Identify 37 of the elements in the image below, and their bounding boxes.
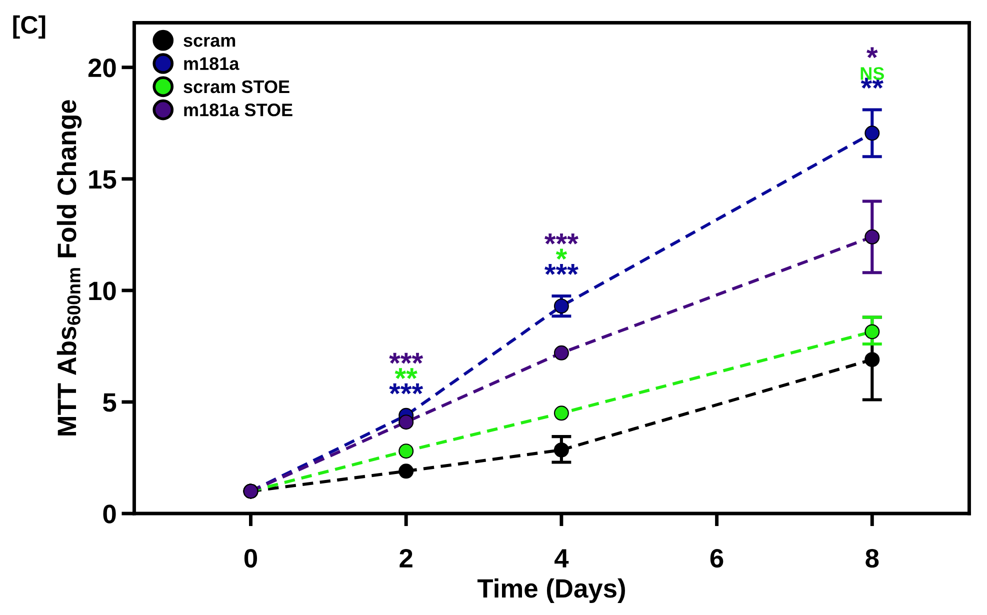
x-tick-label: 2: [400, 548, 412, 568]
legend-label: m181a: [184, 57, 240, 70]
annotation: ***: [544, 234, 578, 244]
point: [398, 444, 414, 459]
point: [864, 324, 880, 340]
y-tick-label: 20: [88, 58, 116, 78]
y-axis-title: MTT Abs$_{600nm}$ Fold Change: [56, 100, 82, 436]
point: [554, 406, 569, 421]
point: [864, 126, 880, 141]
point: [398, 464, 414, 479]
x-tick-label: 4: [554, 549, 569, 568]
point: [554, 442, 569, 458]
y-tick-label: 10: [89, 282, 116, 300]
text: [C]: [13, 15, 46, 39]
annotation: *: [556, 248, 568, 260]
y-tick-label: 5: [103, 393, 116, 412]
annotation: ***: [544, 264, 578, 275]
x-tick-label: 0: [244, 548, 257, 568]
point: [554, 345, 569, 360]
legend-label: m181a STOE: [184, 104, 292, 116]
annotation: **: [394, 368, 418, 379]
point: [398, 414, 414, 430]
annotation: NS: [860, 67, 884, 80]
x-axis-title: Time (Days): [477, 578, 625, 603]
point: [864, 352, 880, 368]
legend-label: scram: [184, 36, 236, 47]
legend-label: scram STOE: [184, 80, 290, 94]
annotation: **: [860, 78, 884, 89]
annotation: ***: [389, 352, 424, 364]
annotation: ***: [389, 383, 424, 394]
x-tick-label: 6: [710, 548, 724, 568]
y-tick-label: 0: [103, 504, 116, 524]
x-tick-label: 8: [866, 548, 879, 568]
annotation: *: [866, 47, 878, 58]
point: [864, 229, 880, 244]
point: [554, 298, 569, 314]
y-tick-label: 15: [89, 170, 116, 189]
